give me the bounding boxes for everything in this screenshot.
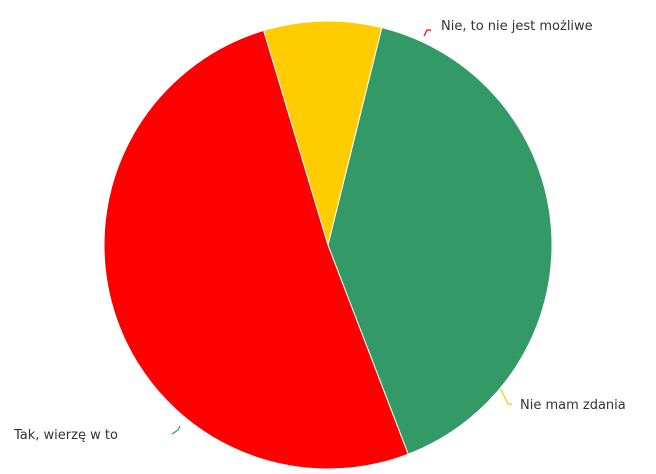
slice-label: Nie mam zdania [520,398,626,413]
slice-leader-line [423,29,431,37]
pie-slice[interactable] [327,26,553,455]
slice-label: Tak, wierzę w to [13,428,118,443]
slice-leader-line [171,425,181,435]
slice-label: Nie, to nie jest możliwe [441,19,593,34]
pie-slice[interactable] [263,20,383,247]
pie-slice[interactable] [103,29,409,470]
